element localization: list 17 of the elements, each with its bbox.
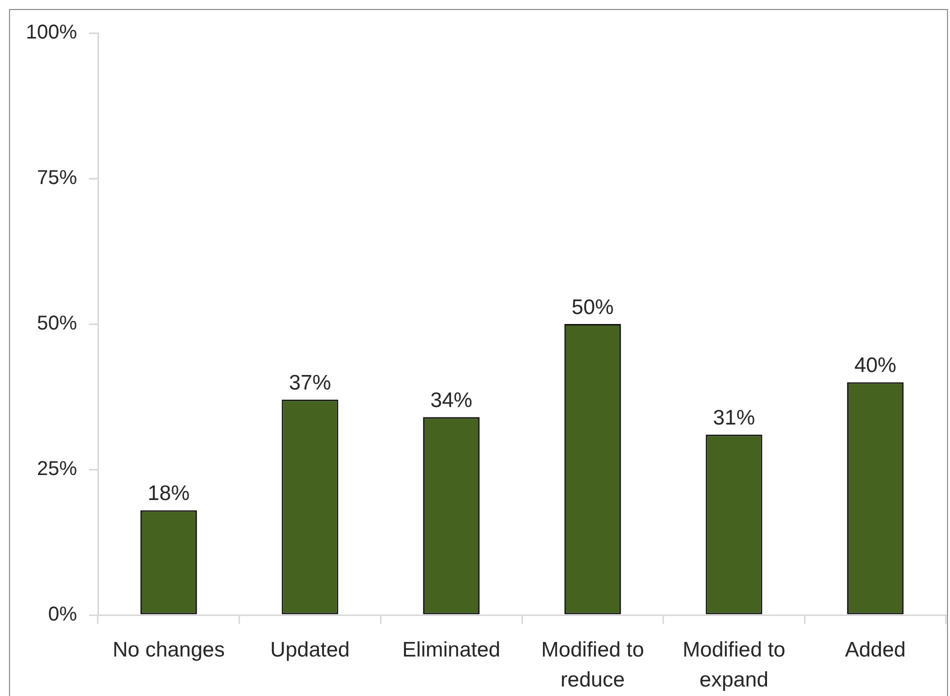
x-tick-label: Added: [844, 638, 906, 662]
data-label: 31%: [712, 406, 756, 430]
y-tick-label: 25%: [36, 458, 78, 480]
data-label: 50%: [572, 296, 614, 319]
y-tick-label: 100%: [26, 22, 78, 44]
y-tick-label: 50%: [36, 312, 78, 335]
x-tick-label: Eliminated: [402, 638, 500, 662]
x-tick-label: No changes: [112, 638, 225, 662]
x-tick-label: Modified to reduce: [541, 638, 644, 692]
data-label: 40%: [854, 354, 896, 378]
y-tick-label: 75%: [36, 167, 78, 190]
x-tick-label: Updated: [270, 638, 350, 662]
x-tick-label: Modified to expand: [682, 638, 786, 692]
y-tick-label: 0%: [48, 604, 78, 626]
data-label: 37%: [288, 372, 332, 395]
data-label: 34%: [430, 389, 472, 412]
data-label: 18%: [148, 482, 190, 506]
